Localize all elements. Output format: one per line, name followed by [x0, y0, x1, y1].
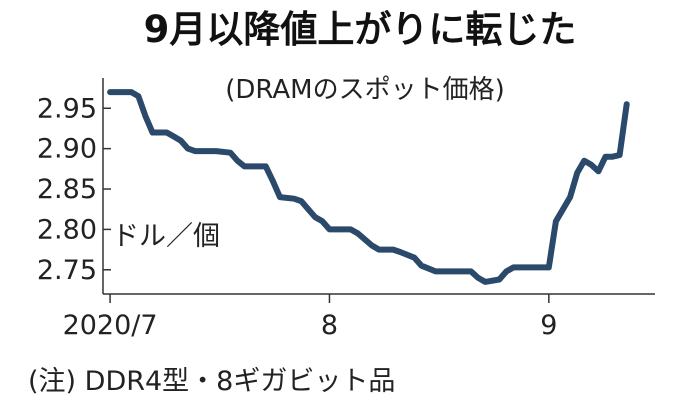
data-point	[469, 269, 474, 274]
y-tick-label: 2.80	[37, 214, 97, 245]
data-point	[193, 149, 198, 154]
data-point	[292, 196, 297, 201]
data-point	[476, 275, 481, 280]
data-point	[369, 243, 374, 248]
data-point	[306, 207, 311, 212]
data-point	[327, 227, 332, 232]
data-point	[348, 227, 353, 232]
data-point	[589, 162, 594, 167]
unit-label: ドル／個	[112, 221, 220, 252]
data-point	[185, 146, 190, 151]
data-point	[136, 94, 141, 99]
chart-subtitle: (DRAMのスポット価格)	[225, 75, 505, 105]
data-point	[511, 265, 516, 270]
data-point	[504, 269, 509, 274]
data-point	[171, 134, 176, 139]
data-point	[419, 263, 424, 268]
y-tick-label: 2.95	[37, 93, 97, 124]
data-point	[355, 231, 360, 236]
data-point	[270, 178, 275, 183]
x-tick-label: 2020/7	[63, 310, 158, 341]
x-tick-label: 9	[540, 310, 557, 341]
data-point	[497, 277, 502, 282]
data-point	[320, 219, 325, 224]
chart-note: (注) DDR4型・8ギガビット品	[28, 366, 395, 397]
data-point	[313, 215, 318, 220]
data-point	[178, 138, 183, 143]
data-point	[610, 154, 615, 159]
data-point	[575, 170, 580, 175]
y-tick-label: 2.75	[37, 255, 97, 286]
data-point	[391, 247, 396, 252]
data-point	[553, 219, 558, 224]
data-point	[568, 195, 573, 200]
data-point	[129, 90, 134, 95]
x-tick-label: 8	[321, 310, 338, 341]
data-point	[603, 154, 608, 159]
data-point	[582, 158, 587, 163]
data-point	[433, 269, 438, 274]
data-point	[150, 130, 155, 135]
data-point	[377, 247, 382, 252]
data-point	[277, 195, 282, 200]
x-axis: 2020/7 8 9	[63, 293, 655, 341]
data-point	[299, 199, 304, 204]
data-point	[143, 114, 148, 119]
data-point	[483, 279, 488, 284]
data-point	[242, 164, 247, 169]
chart-title: 9月以降値上がりに転じた	[144, 8, 577, 51]
data-point	[412, 255, 417, 260]
data-point	[235, 158, 240, 163]
data-point	[624, 102, 629, 107]
data-point	[164, 130, 169, 135]
data-point	[228, 150, 233, 155]
data-point	[263, 164, 268, 169]
data-point	[398, 250, 403, 255]
data-point	[108, 90, 113, 95]
data-point	[617, 153, 622, 158]
data-point	[596, 169, 601, 174]
y-tick-label: 2.90	[37, 134, 97, 165]
y-tick-label: 2.85	[37, 174, 97, 205]
price-line	[107, 89, 630, 285]
data-point	[546, 265, 551, 270]
data-point	[214, 149, 219, 154]
y-axis: 2.75 2.80 2.85 2.90 2.95	[37, 78, 111, 294]
